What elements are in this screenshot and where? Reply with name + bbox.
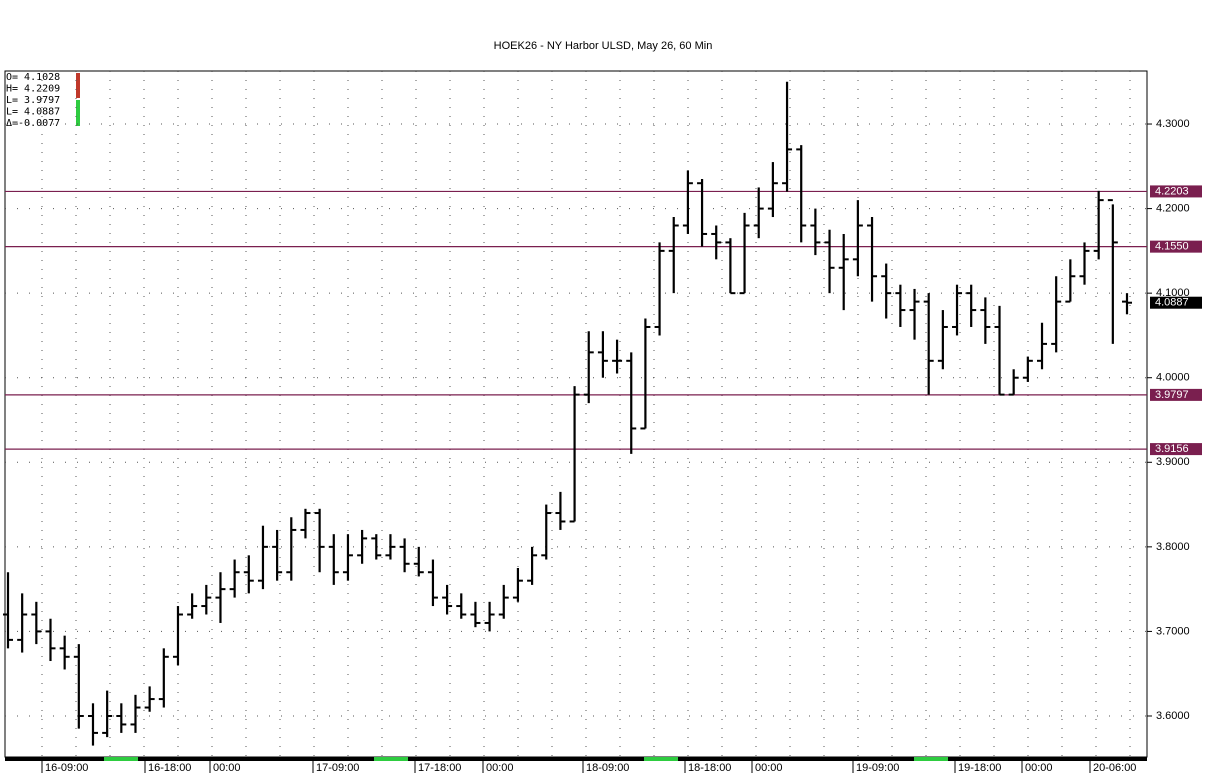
session-strip <box>644 757 678 761</box>
x-tick-label: 16-09:00 <box>45 762 88 774</box>
x-tick-label: 19-09:00 <box>856 762 899 774</box>
last-price-label: 4.0887 <box>1155 297 1189 309</box>
x-tick-label: 00:00 <box>1025 762 1053 774</box>
x-tick-label: 17-18:00 <box>418 762 461 774</box>
y-tick-label: 3.6000 <box>1156 710 1190 722</box>
session-strip <box>104 757 138 761</box>
y-tick-label: 4.0000 <box>1156 372 1190 384</box>
level-label-bg <box>1150 240 1202 253</box>
x-tick-label: 16-18:00 <box>148 762 191 774</box>
x-tick-label: 20-06:00 <box>1093 762 1136 774</box>
plot-frame <box>4 70 1148 758</box>
x-tick-label: 00:00 <box>213 762 241 774</box>
info-line: O= 4.1028 <box>6 72 60 83</box>
x-tick-label: 17-09:00 <box>316 762 359 774</box>
info-indicator <box>76 73 80 98</box>
info-indicator <box>76 100 80 126</box>
y-tick-label: 4.2000 <box>1156 202 1190 214</box>
y-tick-label: 3.8000 <box>1156 541 1190 553</box>
session-strip <box>914 757 948 761</box>
session-strip <box>5 757 1147 761</box>
info-line: Δ=-0.0077 <box>6 118 60 129</box>
level-label: 4.2203 <box>1155 185 1189 197</box>
info-line: H= 4.2209 <box>6 84 60 95</box>
y-tick-label: 3.7000 <box>1156 625 1190 637</box>
level-label: 4.1550 <box>1155 241 1189 253</box>
level-label-bg <box>1150 388 1202 401</box>
session-strip <box>374 757 408 761</box>
info-line: L= 3.9797 <box>6 95 60 106</box>
chart-title: HOEK26 - NY Harbor ULSD, May 26, 60 Min <box>494 40 713 52</box>
y-tick-label: 4.3000 <box>1156 118 1190 130</box>
level-label-bg <box>1150 443 1202 456</box>
x-tick-label: 18-09:00 <box>586 762 629 774</box>
x-tick-label: 00:00 <box>486 762 514 774</box>
y-tick-label: 3.9000 <box>1156 456 1190 468</box>
x-tick-label: 00:00 <box>755 762 783 774</box>
level-label: 3.9156 <box>1155 443 1189 455</box>
info-line: L= 4.0887 <box>6 107 60 118</box>
last-price-bg <box>1150 296 1202 309</box>
level-label-bg <box>1150 185 1202 198</box>
y-tick-label: 4.1000 <box>1156 287 1190 299</box>
level-label: 3.9797 <box>1155 389 1189 401</box>
x-tick-label: 19-18:00 <box>958 762 1001 774</box>
x-tick-label: 18-18:00 <box>688 762 731 774</box>
